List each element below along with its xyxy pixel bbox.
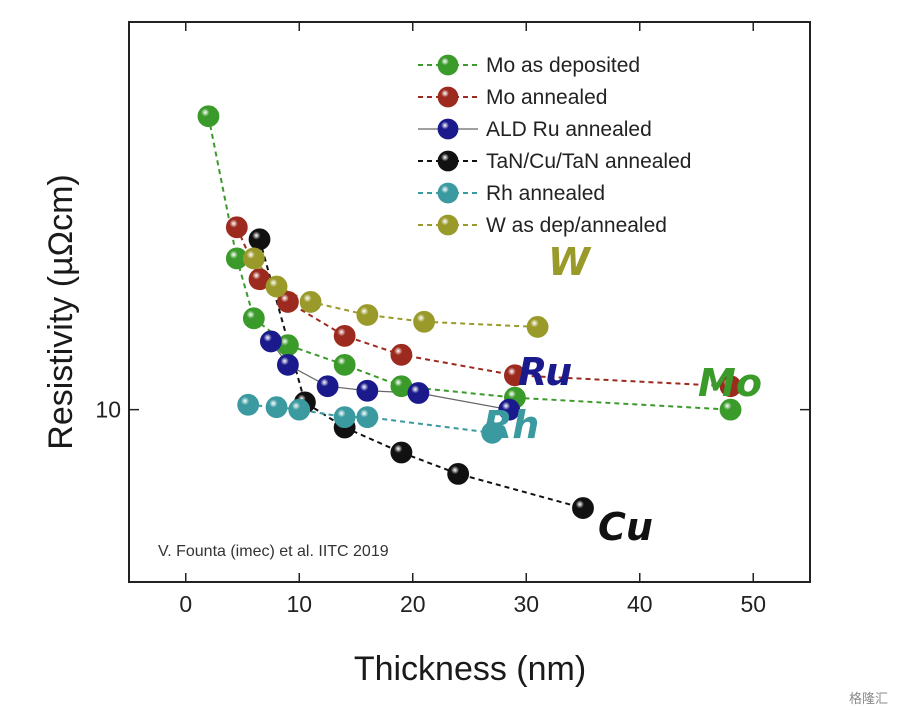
data-point xyxy=(197,105,220,128)
data-point xyxy=(299,291,322,313)
data-point xyxy=(248,228,271,251)
series-label: Rh xyxy=(483,403,539,447)
legend-entry-text: Mo as deposited xyxy=(486,54,640,77)
plot-frame xyxy=(128,21,811,583)
series-line xyxy=(248,403,493,434)
data-point xyxy=(413,310,436,333)
data-point xyxy=(572,497,594,519)
legend-marker xyxy=(437,54,459,76)
data-point xyxy=(259,330,282,353)
legend-marker xyxy=(437,214,459,236)
watermark: 格隆汇 xyxy=(848,692,888,707)
data-point xyxy=(225,216,248,239)
series-label: Cu xyxy=(598,505,653,549)
data-point xyxy=(719,375,742,398)
data-point xyxy=(333,406,356,429)
x-tick-label: 50 xyxy=(740,591,766,617)
y-axis-title: Resistivity (µΩcm) xyxy=(42,174,80,449)
series-label: W xyxy=(548,240,592,284)
legend-marker xyxy=(437,182,459,204)
data-point xyxy=(333,324,356,347)
series-label: Mo xyxy=(698,361,762,405)
data-point xyxy=(390,441,413,464)
data-point xyxy=(288,398,311,421)
series-labels: Mo Ru Cu Rh W xyxy=(483,240,762,549)
data-point xyxy=(316,375,339,398)
series-label: Ru xyxy=(518,350,572,394)
data-point xyxy=(447,462,470,485)
legend-marker xyxy=(437,86,459,108)
data-point xyxy=(265,275,288,298)
legend-entry-text: W as dep/annealed xyxy=(486,214,667,237)
data-point xyxy=(237,393,260,416)
legend-entry-text: ALD Ru annealed xyxy=(486,118,652,141)
x-tick-label: 30 xyxy=(513,591,539,617)
legend-marker xyxy=(437,150,459,172)
data-point xyxy=(333,353,356,376)
data-point xyxy=(356,406,379,429)
legend-marker xyxy=(437,118,459,140)
data-point xyxy=(242,307,265,330)
x-tick-label: 0 xyxy=(179,591,192,617)
legend: Mo as deposited Mo annealed ALD Ru anneale… xyxy=(418,54,691,237)
credit-annotation: V. Founta (imec) et al. IITC 2019 xyxy=(158,543,389,560)
data-point xyxy=(481,421,504,444)
x-tick-label: 20 xyxy=(400,591,426,617)
data-point xyxy=(407,382,430,404)
data-point xyxy=(526,316,549,338)
data-point xyxy=(719,398,742,421)
data-point xyxy=(356,379,379,402)
x-tick-label: 40 xyxy=(627,591,653,617)
data-point xyxy=(242,247,265,270)
data-point xyxy=(265,396,288,419)
y-tick-label: 10 xyxy=(95,397,121,423)
axis-ticks: 0 10 20 30 40 50 10 xyxy=(95,22,810,617)
series-line xyxy=(258,239,584,510)
data-point xyxy=(276,353,299,376)
legend-entry-text: Mo annealed xyxy=(486,86,607,109)
x-axis-title: Thickness (nm) xyxy=(354,650,586,688)
x-tick-label: 10 xyxy=(286,591,312,617)
series-points xyxy=(197,105,742,519)
data-point xyxy=(356,304,379,326)
legend-entry-text: TaN/Cu/TaN annealed xyxy=(486,150,691,173)
data-point xyxy=(390,343,413,366)
data-point xyxy=(504,364,526,387)
data-point xyxy=(498,398,521,421)
legend-entry-text: Rh annealed xyxy=(486,182,605,205)
data-point xyxy=(276,291,299,313)
